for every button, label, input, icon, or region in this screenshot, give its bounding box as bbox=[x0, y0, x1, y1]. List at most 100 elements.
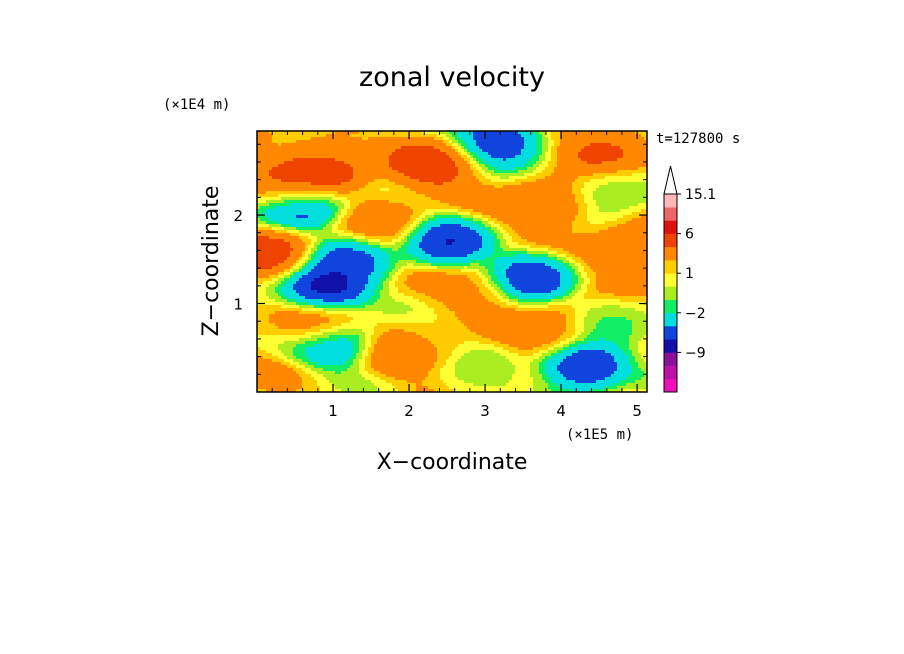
field-cell bbox=[593, 200, 597, 204]
field-cell bbox=[314, 149, 318, 153]
field-cell bbox=[344, 140, 348, 144]
field-cell bbox=[290, 242, 294, 246]
field-cell bbox=[623, 146, 627, 150]
field-cell bbox=[377, 134, 381, 138]
field-cell bbox=[494, 233, 498, 237]
field-cell bbox=[506, 143, 510, 147]
field-cell bbox=[449, 170, 453, 174]
field-cell bbox=[413, 140, 417, 144]
field-cell bbox=[446, 149, 450, 153]
field-cell bbox=[482, 182, 486, 186]
field-cell bbox=[575, 173, 579, 177]
field-cell bbox=[296, 221, 300, 225]
field-cell bbox=[578, 209, 582, 213]
field-cell bbox=[539, 200, 543, 204]
field-cell bbox=[641, 149, 645, 153]
field-cell bbox=[500, 191, 504, 195]
field-cell bbox=[404, 179, 408, 183]
field-cell bbox=[359, 152, 363, 156]
field-cell bbox=[581, 146, 585, 150]
field-cell bbox=[365, 149, 369, 153]
field-cell bbox=[491, 137, 495, 141]
field-cell bbox=[488, 242, 492, 246]
field-cell bbox=[602, 146, 606, 150]
field-cell bbox=[398, 164, 402, 168]
field-cell bbox=[482, 236, 486, 240]
field-cell bbox=[638, 179, 642, 183]
field-cell bbox=[476, 194, 480, 198]
y-axis-label: Z−coordinate bbox=[199, 186, 224, 337]
field-cell bbox=[623, 164, 627, 168]
field-cell bbox=[446, 194, 450, 198]
field-cell bbox=[515, 212, 519, 216]
field-cell bbox=[326, 236, 330, 240]
field-cell bbox=[368, 143, 372, 147]
field-cell bbox=[614, 218, 618, 222]
field-cell bbox=[512, 230, 516, 234]
field-cell bbox=[620, 230, 624, 234]
field-cell bbox=[377, 233, 381, 237]
field-cell bbox=[641, 131, 645, 135]
field-cell bbox=[407, 224, 411, 228]
field-cell bbox=[503, 161, 507, 165]
field-cell bbox=[395, 194, 399, 198]
field-cell bbox=[602, 206, 606, 210]
field-cell bbox=[626, 155, 630, 159]
field-cell bbox=[347, 158, 351, 162]
field-cell bbox=[368, 203, 372, 207]
field-cell bbox=[563, 164, 567, 168]
field-cell bbox=[521, 140, 525, 144]
field-cell bbox=[617, 203, 621, 207]
field-cell bbox=[458, 233, 462, 237]
field-cell bbox=[356, 149, 360, 153]
field-cell bbox=[533, 146, 537, 150]
field-cell bbox=[467, 179, 471, 183]
field-cell bbox=[509, 134, 513, 138]
field-cell bbox=[464, 206, 468, 210]
field-cell bbox=[446, 170, 450, 174]
field-cell bbox=[356, 185, 360, 189]
field-cell bbox=[257, 185, 261, 189]
field-cell bbox=[362, 158, 366, 162]
field-cell bbox=[575, 200, 579, 204]
field-cell bbox=[326, 200, 330, 204]
field-cell bbox=[479, 137, 483, 141]
field-cell bbox=[581, 212, 585, 216]
field-cell bbox=[452, 188, 456, 192]
field-cell bbox=[425, 179, 429, 183]
field-cell bbox=[293, 176, 297, 180]
field-cell bbox=[452, 242, 456, 246]
field-cell bbox=[503, 188, 507, 192]
field-cell bbox=[632, 146, 636, 150]
field-cell bbox=[308, 167, 312, 171]
field-cell bbox=[284, 230, 288, 234]
field-cell bbox=[374, 167, 378, 171]
field-cell bbox=[269, 218, 273, 222]
field-cell bbox=[458, 203, 462, 207]
field-cell bbox=[614, 155, 618, 159]
field-cell bbox=[575, 197, 579, 201]
field-cell bbox=[326, 140, 330, 144]
field-cell bbox=[401, 176, 405, 180]
field-cell bbox=[392, 194, 396, 198]
field-cell bbox=[584, 218, 588, 222]
field-cell bbox=[419, 215, 423, 219]
field-cell bbox=[599, 242, 603, 246]
field-cell bbox=[494, 197, 498, 201]
field-cell bbox=[386, 242, 390, 246]
field-cell bbox=[575, 233, 579, 237]
field-cell bbox=[416, 161, 420, 165]
field-cell bbox=[362, 143, 366, 147]
field-cell bbox=[431, 146, 435, 150]
field-cell bbox=[560, 134, 564, 138]
field-cell bbox=[488, 176, 492, 180]
field-cell bbox=[314, 164, 318, 168]
field-cell bbox=[329, 206, 333, 210]
field-cell bbox=[503, 242, 507, 246]
field-cell bbox=[473, 134, 477, 138]
field-cell bbox=[329, 149, 333, 153]
field-cell bbox=[509, 212, 513, 216]
field-cell bbox=[479, 224, 483, 228]
field-cell bbox=[452, 191, 456, 195]
field-cell bbox=[611, 149, 615, 153]
